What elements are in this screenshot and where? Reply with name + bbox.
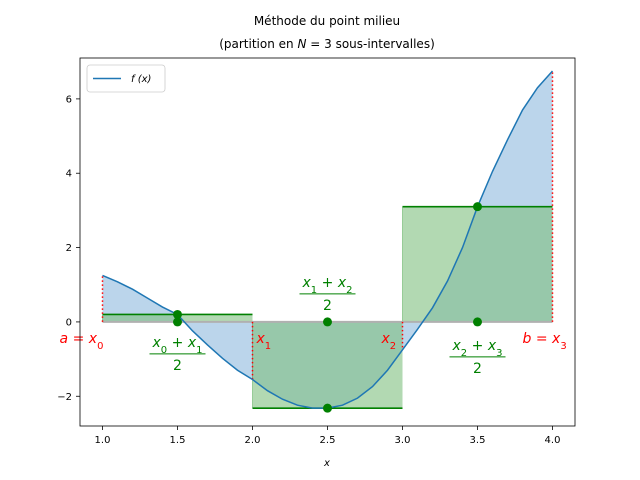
midpoint-marker-axis-3 [473,317,482,327]
midpoint-rectangle-3 [402,206,553,322]
chart-title-line2: (partition en N = 3 sous-intervalles) [219,37,435,51]
x-tick-label: 3.0 [395,435,411,446]
midpoint-label-1: x0 + x1 2 [149,335,206,374]
boundary-label-0: a = x0 [60,331,104,352]
x-axis-label: x [323,458,330,469]
boundary-label-2: x2 [381,331,397,352]
svg-text:b = x3: b = x3 [523,331,567,352]
midpoint-marker-value-1 [173,309,182,319]
boundary-label-1: x1 [256,331,272,352]
boundary-label-3: b = x3 [523,331,567,352]
x-tick-label: 1.5 [170,435,186,446]
midpoint-label-denominator-3: 2 [473,361,482,377]
y-tick-label: 0 [66,317,72,328]
svg-text:a = x0: a = x0 [60,331,104,352]
curve-area-fill [102,71,553,409]
midpoint-label-2: x1 + x2 2 [299,275,356,314]
x-tick-label: 1.0 [95,435,111,446]
chart-title-line1: Méthode du point milieu [254,14,400,28]
legend-box [86,64,166,93]
legend: f (x) [86,64,166,93]
svg-text:x2: x2 [381,331,397,352]
midpoint-rectangle-2 [252,321,403,409]
midpoint-label-3: x2 + x3 2 [449,338,506,377]
axis-ticks: 1.0 1.5 2.0 2.5 3.0 3.5 4.0 −2 0 2 4 6 [57,94,560,446]
x-tick-label: 3.5 [470,435,486,446]
svg-text:x1: x1 [256,331,272,352]
midpoint-label-denominator-2: 2 [323,298,332,314]
midpoint-marker-axis-2 [323,317,332,327]
x-tick-label: 4.0 [545,435,561,446]
y-tick-label: −2 [57,392,72,403]
y-tick-label: 4 [66,169,72,180]
y-tick-label: 2 [66,243,72,254]
midpoint-marker-value-3 [473,202,482,212]
x-tick-label: 2.0 [245,435,261,446]
x-tick-label: 2.5 [320,435,336,446]
plot-area: a = x0 x1 x2 b = x3 x0 + x1 2 x1 + x2 2 x2 + x3 2 [60,70,567,413]
midpoint-label-numerator-2: x1 + x2 [302,275,353,296]
midpoint-label-numerator-1: x0 + x1 [152,335,203,356]
y-tick-label: 6 [66,94,72,105]
midpoint-marker-axis-1 [173,317,182,327]
chart-title: Méthode du point milieu (partition en N … [219,14,435,51]
midpoint-marker-value-2 [323,403,332,413]
midpoint-label-denominator-1: 2 [173,358,182,374]
legend-label: f (x) [131,74,151,85]
midpoint-label-numerator-3: x2 + x3 [452,338,503,359]
